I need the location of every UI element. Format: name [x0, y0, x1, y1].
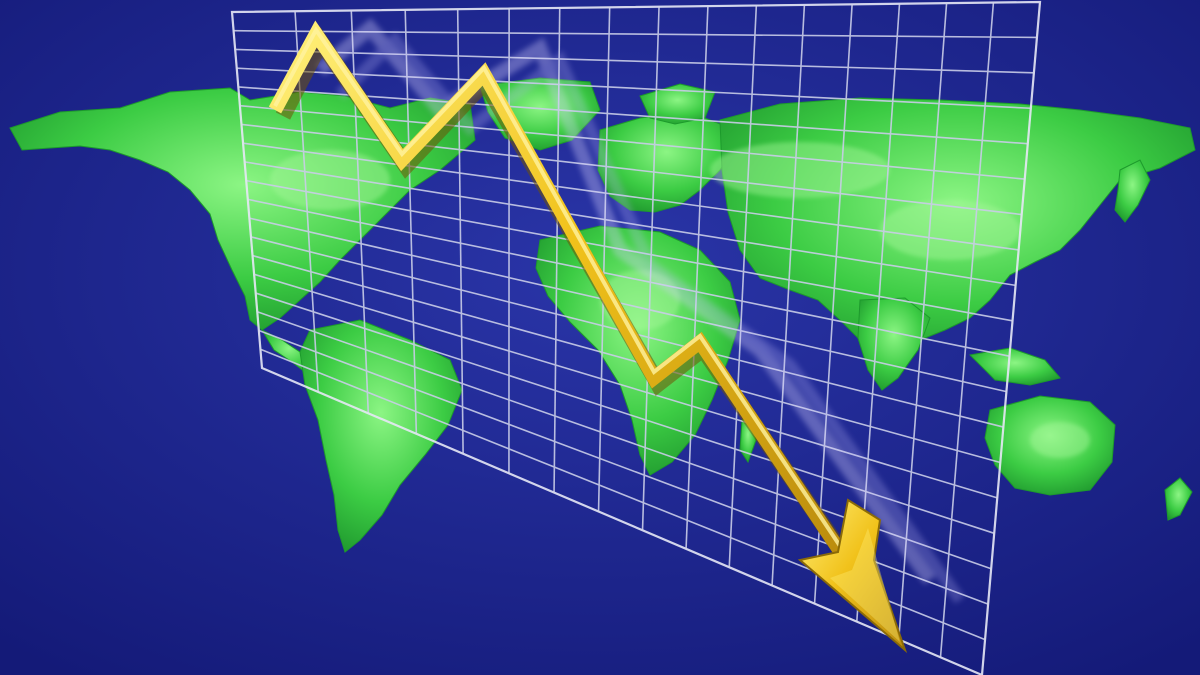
- grid-line-horizontal: [241, 123, 1022, 216]
- grid-line-vertical: [597, 7, 611, 512]
- falling-trend-arrow-icon: [268, 20, 908, 654]
- south-america: [299, 319, 463, 553]
- grid-panel-edge: [230, 0, 1042, 675]
- grid-line-horizontal: [247, 198, 1010, 357]
- grid-line-horizontal: [236, 67, 1031, 110]
- grid-line-vertical: [685, 6, 709, 549]
- grid-line-horizontal: [252, 254, 1001, 464]
- grid-line-vertical: [771, 4, 806, 586]
- scandinavia: [639, 83, 716, 125]
- grid-line-horizontal: [253, 273, 998, 499]
- grid-line-horizontal: [249, 217, 1007, 393]
- grid-line-horizontal: [242, 142, 1019, 251]
- grid-line-horizontal: [238, 86, 1028, 145]
- grid-line-horizontal: [235, 48, 1034, 74]
- grid-line-vertical: [939, 2, 995, 658]
- new-zealand: [1164, 477, 1193, 521]
- japan: [1114, 159, 1151, 223]
- grid-line-vertical: [728, 5, 758, 568]
- grid-line-vertical: [456, 9, 464, 454]
- india: [857, 297, 931, 391]
- grid-line-vertical: [813, 4, 853, 604]
- arrow-motion-trail: [315, 18, 965, 604]
- arrow-head: [797, 498, 908, 654]
